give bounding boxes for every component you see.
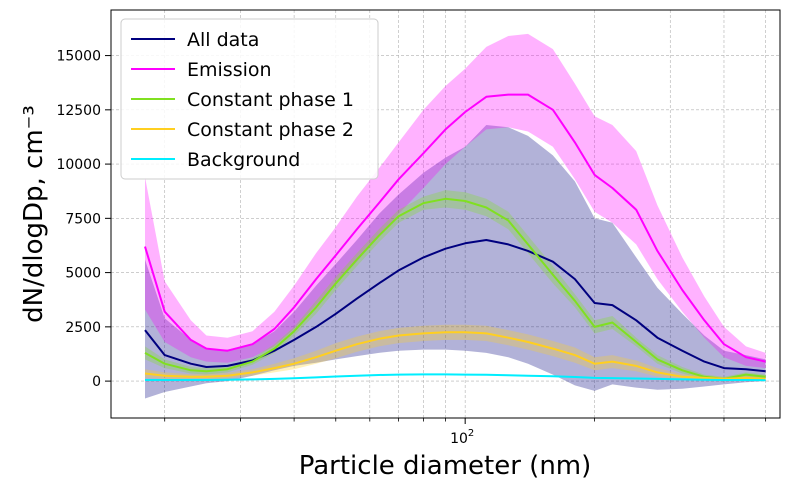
line-background (145, 373, 766, 382)
band-emission (145, 33, 766, 369)
legend-label: Emission (187, 59, 272, 81)
legend-box (120, 18, 379, 180)
y-tick-label: 12500 (56, 103, 101, 119)
line-constant-phase-2 (144, 331, 766, 380)
band-constant-phase-2 (145, 324, 766, 381)
line-all-data (144, 239, 766, 373)
band-all-data (145, 125, 766, 399)
y-tick-label: 2500 (65, 320, 101, 336)
legend-label: All data (187, 29, 259, 51)
line-constant-phase-1 (144, 197, 766, 380)
legend: All data Emission Constant phase 1 Constant… (120, 18, 379, 180)
y-tick-label: 10000 (56, 157, 101, 173)
series-lines (144, 93, 766, 382)
y-tick-label: 7500 (65, 211, 101, 227)
y-tick-label: 0 (92, 374, 101, 390)
legend-label: Constant phase 2 (187, 119, 354, 141)
y-tick-label: 5000 (65, 266, 101, 282)
line-emission (144, 93, 766, 363)
legend-label: Background (187, 149, 300, 171)
y-axis-label: dN/dlogDp, cm⁻³ (19, 105, 49, 323)
legend-label: Constant phase 1 (187, 89, 354, 111)
x-axis-label: Particle diameter (nm) (299, 451, 592, 481)
y-tick-label: 15000 (56, 49, 101, 65)
